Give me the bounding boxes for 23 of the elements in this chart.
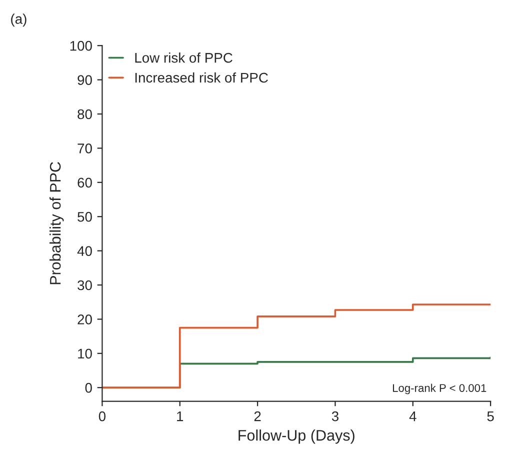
y-tick-label: 100 <box>70 40 92 51</box>
x-tick-label: 3 <box>332 411 338 422</box>
legend-label: Increased risk of PPC <box>135 72 268 83</box>
y-tick-label: 50 <box>78 212 92 222</box>
y-tick-label: 0 <box>85 382 92 393</box>
x-tick-label: 5 <box>487 412 494 422</box>
y-tick-label: 10 <box>78 348 92 359</box>
y-tick-label: 30 <box>78 280 92 290</box>
legend-label: Low risk of PPC <box>135 52 232 63</box>
y-tick-label: 80 <box>78 109 92 120</box>
y-tick-label: 40 <box>77 246 92 256</box>
y-tick-label: 60 <box>78 178 92 188</box>
annotation: Log-rank P < 0.001 <box>392 384 486 394</box>
y-tick-label: 70 <box>78 144 92 154</box>
y-tick-label: 90 <box>78 75 92 85</box>
y-axis-title: Probability of PPC <box>50 162 64 284</box>
text: (a) <box>11 14 26 27</box>
x-tick-label: 4 <box>409 412 416 422</box>
x-axis-title: Follow-Up (Days) <box>238 430 354 444</box>
x-tick-label: 0 <box>98 411 106 422</box>
x-tick-label: 1 <box>177 412 184 422</box>
y-tick-label: 20 <box>78 314 92 324</box>
x-tick-label: 2 <box>254 411 261 422</box>
